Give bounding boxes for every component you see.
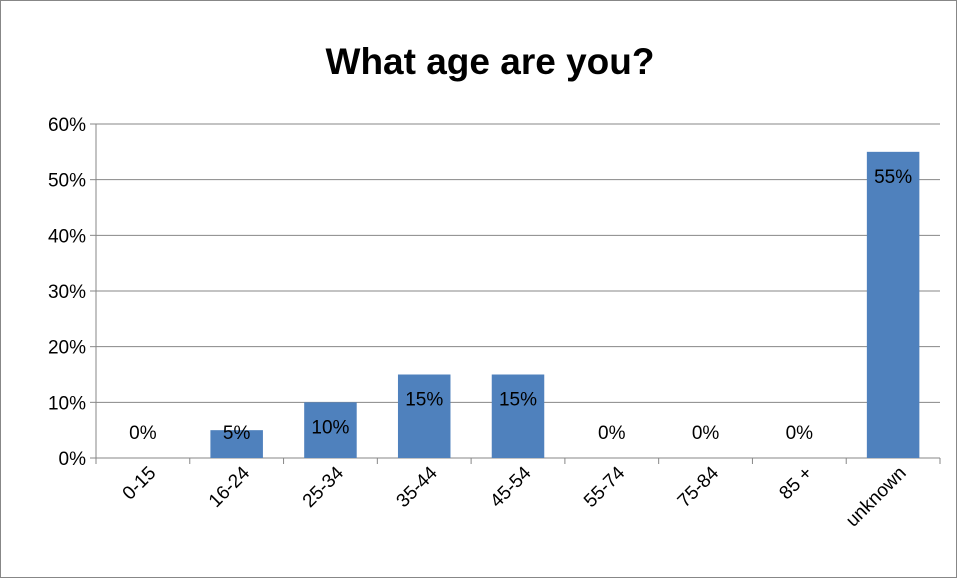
bar-25-34 — [304, 402, 357, 458]
y-tick-label: 10% — [48, 393, 86, 414]
data-label: 5% — [223, 423, 251, 444]
data-label: 0% — [129, 423, 157, 444]
data-label: 55% — [874, 167, 912, 188]
x-tick-label: 75-84 — [674, 462, 724, 512]
data-label: 15% — [405, 390, 443, 411]
x-tick-label: 25-34 — [299, 462, 349, 512]
bar-unknown — [866, 151, 920, 459]
chart-title: What age are you? — [326, 41, 655, 82]
bar-45-54 — [491, 374, 545, 458]
data-label: 10% — [311, 417, 349, 438]
y-tick-label: 30% — [48, 282, 86, 303]
bar-35-44 — [397, 374, 451, 458]
x-tick-label: 55-74 — [580, 462, 630, 512]
y-tick-label: 0% — [59, 449, 87, 470]
x-tick-label: unknown — [842, 463, 911, 532]
x-tick-label: 16-24 — [205, 462, 255, 512]
data-label: 0% — [598, 423, 626, 444]
data-label: 15% — [499, 390, 537, 411]
y-tick-label: 20% — [48, 338, 86, 359]
y-tick-label: 40% — [48, 226, 86, 247]
y-tick-label: 50% — [48, 171, 86, 192]
data-label: 0% — [692, 423, 720, 444]
x-tick-label: 85 + — [775, 463, 816, 504]
data-label: 0% — [786, 423, 814, 444]
x-tick-label: 35-44 — [393, 462, 443, 512]
bar-16-24 — [210, 430, 263, 458]
y-tick-label: 60% — [48, 115, 86, 136]
x-tick-label: 0-15 — [119, 463, 161, 505]
x-tick-label: 45-54 — [486, 462, 536, 512]
